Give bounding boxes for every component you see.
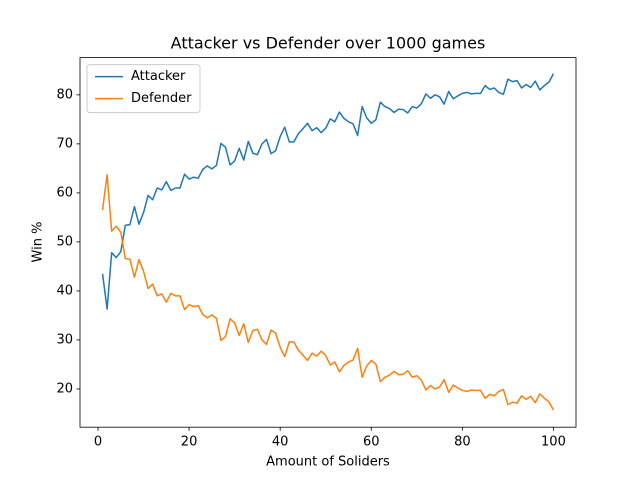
x-tick-label: 40 bbox=[272, 435, 289, 450]
y-tick-label: 40 bbox=[56, 283, 73, 298]
x-tick-label: 100 bbox=[541, 435, 566, 450]
x-tick-label: 80 bbox=[454, 435, 471, 450]
line-series bbox=[101, 73, 555, 310]
y-tick-label: 60 bbox=[56, 185, 73, 200]
y-tick-label: 80 bbox=[56, 87, 73, 102]
x-tick-label: 60 bbox=[363, 435, 380, 450]
y-tick-label: 30 bbox=[56, 332, 73, 347]
chart-title: Attacker vs Defender over 1000 games bbox=[171, 34, 486, 53]
legend-label: Attacker bbox=[131, 69, 186, 84]
x-tick-label: 0 bbox=[94, 435, 102, 450]
y-axis-label: Win % bbox=[31, 222, 46, 263]
legend-label: Defender bbox=[131, 91, 192, 106]
line-series bbox=[101, 174, 555, 411]
y-tick-label: 70 bbox=[56, 136, 73, 151]
plot-frame bbox=[79, 57, 577, 428]
y-tick-label: 20 bbox=[56, 381, 73, 396]
x-tick-label: 20 bbox=[181, 435, 198, 450]
y-tick-label: 50 bbox=[56, 234, 73, 249]
x-axis-label: Amount of Soliders bbox=[266, 455, 390, 470]
